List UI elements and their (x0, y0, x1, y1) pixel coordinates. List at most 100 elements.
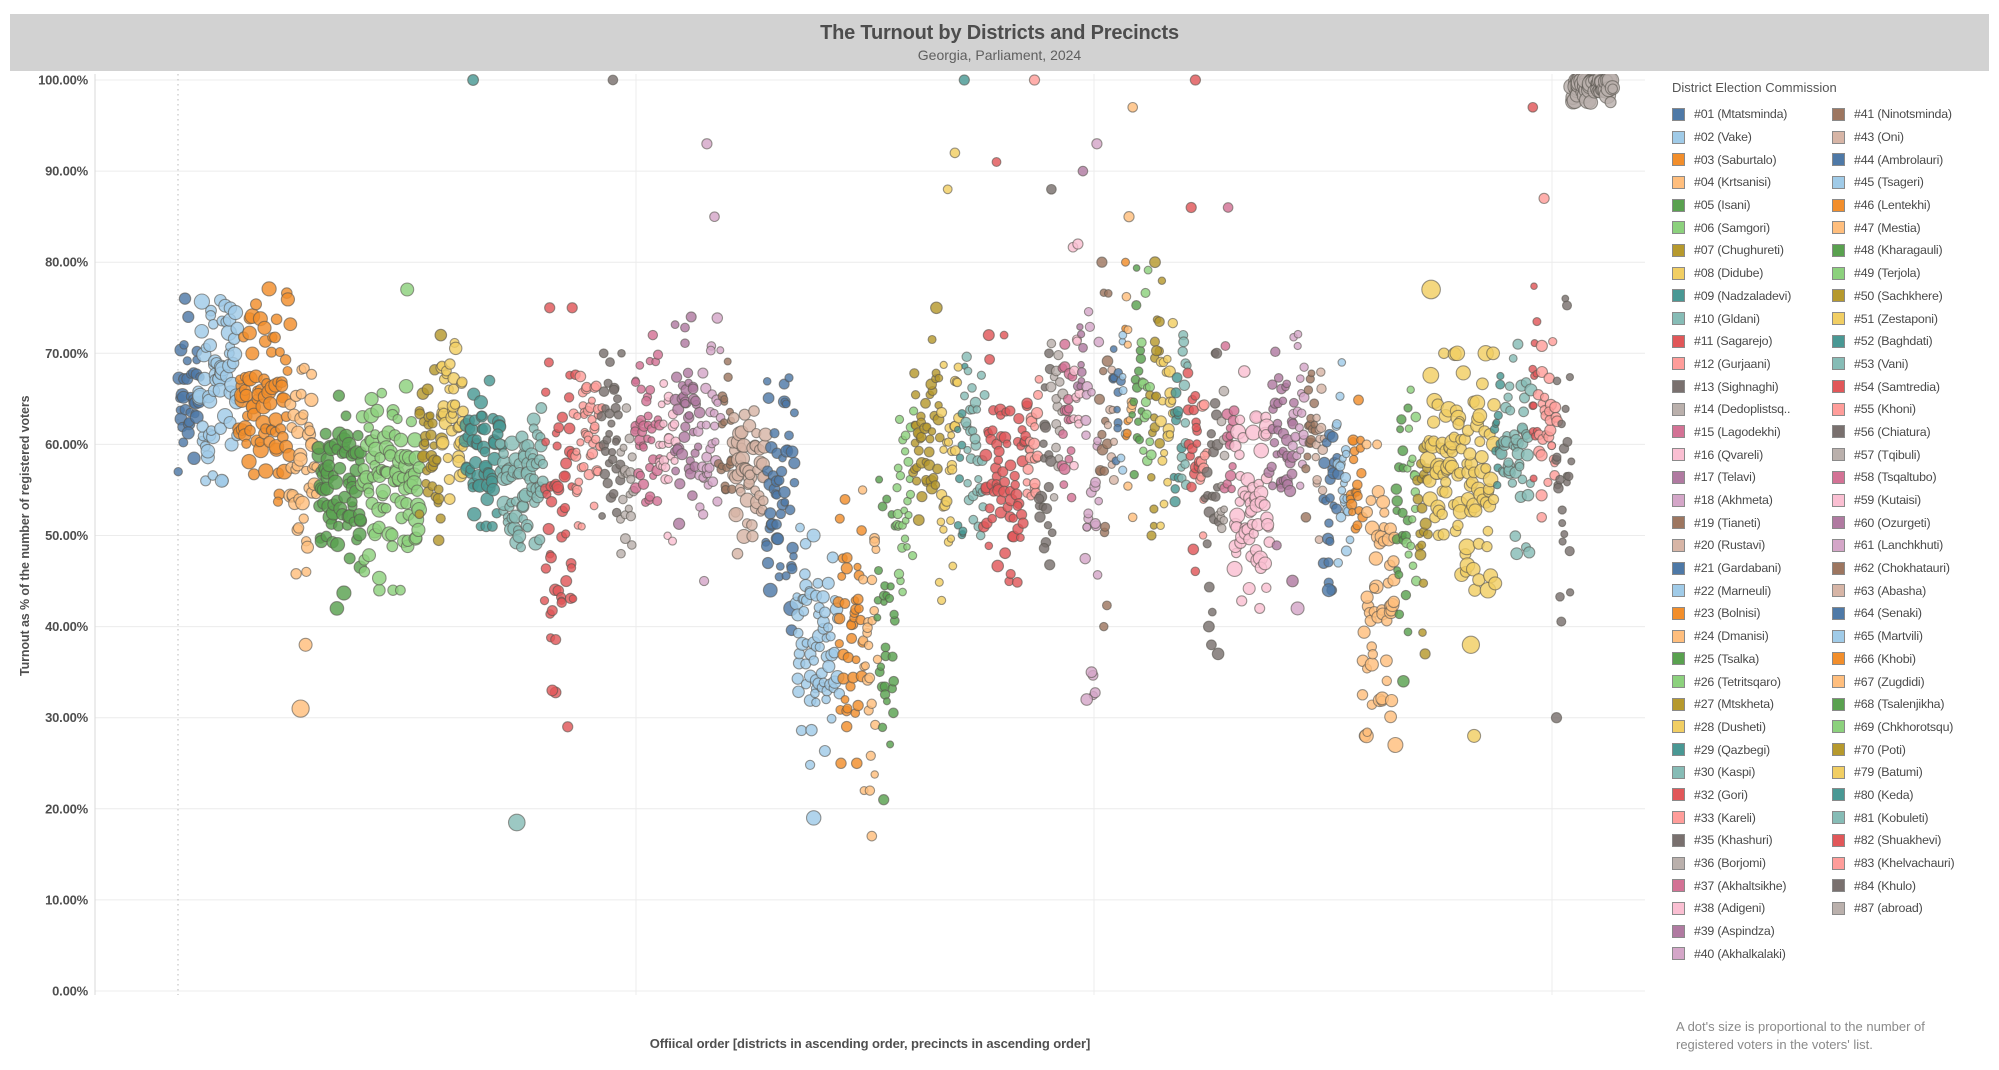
legend-item[interactable]: #30 (Kaspi) (1672, 761, 1832, 784)
legend-item[interactable]: #46 (Lentekhi) (1832, 194, 1992, 217)
legend-item[interactable]: #06 (Samgori) (1672, 216, 1832, 239)
legend-item-label: #33 (Kareli) (1694, 810, 1756, 825)
legend-item[interactable]: #60 (Ozurgeti) (1832, 511, 1992, 534)
legend-item[interactable]: #01 (Mtatsminda) (1672, 103, 1832, 126)
legend-swatch-icon (1832, 720, 1845, 734)
legend-item[interactable]: #55 (Khoni) (1832, 398, 1992, 421)
legend-item[interactable]: #82 (Shuakhevi) (1832, 829, 1992, 852)
legend-item[interactable]: #64 (Senaki) (1832, 602, 1992, 625)
legend-item[interactable]: #58 (Tsqaltubo) (1832, 466, 1992, 489)
legend-item[interactable]: #13 (Sighnaghi) (1672, 375, 1832, 398)
legend-swatch-icon (1672, 538, 1685, 552)
legend-item[interactable]: #43 (Oni) (1832, 126, 1992, 149)
legend-column-1: #01 (Mtatsminda) #02 (Vake) #03 (Saburtalo… (1672, 103, 1832, 965)
legend-item[interactable]: #52 (Baghdati) (1832, 330, 1992, 353)
y-tick-label: 0.00% (52, 984, 89, 999)
legend-item[interactable]: #51 (Zestaponi) (1832, 307, 1992, 330)
legend-item[interactable]: #05 (Isani) (1672, 194, 1832, 217)
legend-item[interactable]: #17 (Telavi) (1672, 466, 1832, 489)
legend-item-label: #52 (Baghdati) (1854, 334, 1933, 349)
legend-item[interactable]: #25 (Tsalka) (1672, 648, 1832, 671)
legend-item[interactable]: #02 (Vake) (1672, 126, 1832, 149)
legend-item[interactable]: #39 (Aspindza) (1672, 920, 1832, 943)
legend-item[interactable]: #57 (Tqibuli) (1832, 443, 1992, 466)
legend-item[interactable]: #84 (Khulo) (1832, 874, 1992, 897)
legend-item[interactable]: #21 (Gardabani) (1672, 557, 1832, 580)
legend-item[interactable]: #70 (Poti) (1832, 738, 1992, 761)
legend-item[interactable]: #03 (Saburtalo) (1672, 148, 1832, 171)
data-points[interactable] (172, 72, 1621, 842)
legend-item[interactable]: #80 (Keda) (1832, 784, 1992, 807)
legend-item[interactable]: #35 (Khashuri) (1672, 829, 1832, 852)
legend-item[interactable]: #63 (Abasha) (1832, 579, 1992, 602)
legend-item[interactable]: #53 (Vani) (1832, 353, 1992, 376)
legend-item-label: #87 (abroad) (1854, 901, 1923, 916)
legend-item[interactable]: #44 (Ambrolauri) (1832, 148, 1992, 171)
legend-item[interactable]: #09 (Nadzaladevi) (1672, 285, 1832, 308)
legend-item[interactable]: #32 (Gori) (1672, 784, 1832, 807)
legend-item[interactable]: #28 (Dusheti) (1672, 716, 1832, 739)
legend-swatch-icon (1832, 221, 1845, 235)
legend-item-label: #36 (Borjomi) (1694, 856, 1766, 871)
legend-swatch-icon (1672, 130, 1685, 144)
legend-item[interactable]: #18 (Akhmeta) (1672, 489, 1832, 512)
legend-item[interactable]: #10 (Gldani) (1672, 307, 1832, 330)
legend-item[interactable]: #87 (abroad) (1832, 897, 1992, 920)
legend-item[interactable]: #27 (Mtskheta) (1672, 693, 1832, 716)
legend-item[interactable]: #68 (Tsalenjikha) (1832, 693, 1992, 716)
legend-item[interactable]: #79 (Batumi) (1832, 761, 1992, 784)
legend-item[interactable]: #49 (Terjola) (1832, 262, 1992, 285)
legend-item-label: #80 (Keda) (1854, 787, 1914, 802)
legend-item[interactable]: #47 (Mestia) (1832, 216, 1992, 239)
legend-item[interactable]: #11 (Sagarejo) (1672, 330, 1832, 353)
legend-item[interactable]: #62 (Chokhatauri) (1832, 557, 1992, 580)
legend-item[interactable]: #50 (Sachkhere) (1832, 285, 1992, 308)
legend-item[interactable]: #23 (Bolnisi) (1672, 602, 1832, 625)
legend-item[interactable]: #45 (Tsageri) (1832, 171, 1992, 194)
legend-item[interactable]: #12 (Gurjaani) (1672, 353, 1832, 376)
legend-item[interactable]: #04 (Krtsanisi) (1672, 171, 1832, 194)
legend-item[interactable]: #37 (Akhaltsikhe) (1672, 874, 1832, 897)
legend-item[interactable]: #16 (Qvareli) (1672, 443, 1832, 466)
legend-swatch-icon (1672, 720, 1685, 734)
legend-item[interactable]: #08 (Didube) (1672, 262, 1832, 285)
legend-item[interactable]: #81 (Kobuleti) (1832, 806, 1992, 829)
legend-item-label: #11 (Sagarejo) (1694, 334, 1773, 349)
legend-item[interactable]: #33 (Kareli) (1672, 806, 1832, 829)
legend-item[interactable]: #54 (Samtredia) (1832, 375, 1992, 398)
legend-item[interactable]: #56 (Chiatura) (1832, 421, 1992, 444)
legend-item[interactable]: #40 (Akhalkalaki) (1672, 942, 1832, 965)
legend-item[interactable]: #69 (Chkhorotsqu) (1832, 716, 1992, 739)
legend-swatch-icon (1672, 175, 1685, 189)
legend-item[interactable]: #67 (Zugdidi) (1832, 670, 1992, 693)
legend-item-label: #81 (Kobuleti) (1854, 810, 1929, 825)
legend-item[interactable]: #48 (Kharagauli) (1832, 239, 1992, 262)
legend-swatch-icon (1672, 334, 1685, 348)
legend-swatch-icon (1832, 357, 1845, 371)
legend-item[interactable]: #24 (Dmanisi) (1672, 625, 1832, 648)
legend-item[interactable]: #29 (Qazbegi) (1672, 738, 1832, 761)
legend-swatch-icon (1832, 493, 1845, 507)
legend-swatch-icon (1832, 561, 1845, 575)
legend-item[interactable]: #22 (Marneuli) (1672, 579, 1832, 602)
y-tick-label: 30.00% (45, 710, 89, 725)
legend-item[interactable]: #65 (Martvili) (1832, 625, 1992, 648)
legend-item[interactable]: #36 (Borjomi) (1672, 852, 1832, 875)
legend-item[interactable]: #66 (Khobi) (1832, 648, 1992, 671)
legend-swatch-icon (1832, 652, 1845, 666)
legend-item[interactable]: #20 (Rustavi) (1672, 534, 1832, 557)
legend-item[interactable]: #83 (Khelvachauri) (1832, 852, 1992, 875)
legend-item[interactable]: #26 (Tetritsqaro) (1672, 670, 1832, 693)
legend-item-label: #03 (Saburtalo) (1694, 152, 1777, 167)
legend-swatch-icon (1672, 266, 1685, 280)
legend-item[interactable]: #07 (Chughureti) (1672, 239, 1832, 262)
legend-item[interactable]: #19 (Tianeti) (1672, 511, 1832, 534)
legend-item[interactable]: #41 (Ninotsminda) (1832, 103, 1992, 126)
legend-item[interactable]: #15 (Lagodekhi) (1672, 421, 1832, 444)
legend-swatch-icon (1672, 289, 1685, 303)
legend-item[interactable]: #14 (Dedoplistsq.. (1672, 398, 1832, 421)
legend-item[interactable]: #38 (Adigeni) (1672, 897, 1832, 920)
legend-item[interactable]: #61 (Lanchkhuti) (1832, 534, 1992, 557)
legend-item[interactable]: #59 (Kutaisi) (1832, 489, 1992, 512)
